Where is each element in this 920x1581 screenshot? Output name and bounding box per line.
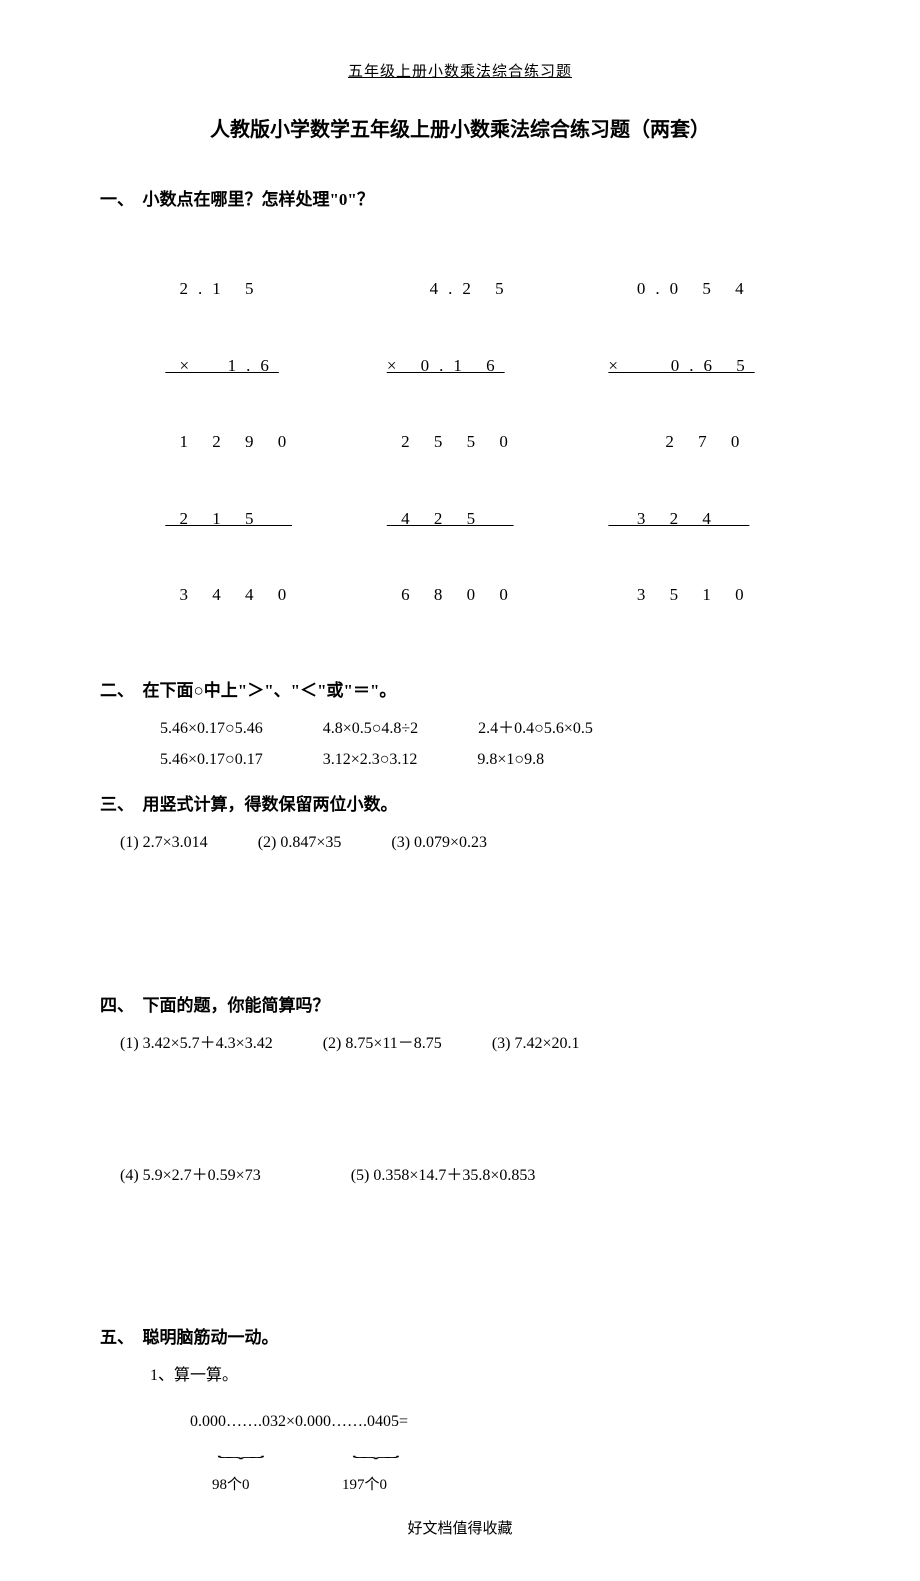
vertical-calc-row: 2.1 5 × 1.6 1 2 9 0 2 1 5 3 4 4 0 4.2 5 … <box>120 225 800 659</box>
calc-line: 3 5 1 0 <box>608 582 754 608</box>
calc-line: 3 4 4 0 <box>165 582 296 608</box>
problem-row-4a: (1) 3.42×5.7＋4.3×3.42 (2) 8.75×11－8.75 (… <box>120 1031 820 1057</box>
vertical-calc-1: 2.1 5 × 1.6 1 2 9 0 2 1 5 3 4 4 0 <box>165 225 296 659</box>
calc-expression: 0.000…….032×0.000…….0405= <box>190 1409 820 1435</box>
calc-line: 0.0 5 4 <box>608 276 754 302</box>
compare-row-2: 5.46×0.17○0.17 3.12×2.3○3.12 9.8×1○9.8 <box>160 747 820 773</box>
brace-label-row: 98个0 197个0 <box>190 1473 820 1497</box>
problem-row-3: (1) 2.7×3.014 (2) 0.847×35 (3) 0.079×0.2… <box>120 830 820 856</box>
calc-line: 4 2 5 <box>387 506 518 532</box>
running-header: 五年级上册小数乘法综合练习题 <box>100 60 820 84</box>
compare-item: 2.4＋0.4○5.6×0.5 <box>478 716 593 742</box>
compare-row-1: 5.46×0.17○5.46 4.8×0.5○4.8÷2 2.4＋0.4○5.6… <box>160 716 820 742</box>
footer-text: 好文档值得收藏 <box>100 1517 820 1541</box>
section-4-heading: 四、 下面的题，你能简算吗？ <box>100 992 820 1019</box>
section-5-heading: 五、 聪明脑筋动一动。 <box>100 1324 820 1351</box>
calc-line: 3 2 4 <box>608 506 754 532</box>
main-title: 人教版小学数学五年级上册小数乘法综合练习题（两套） <box>100 114 820 146</box>
calc-line: 4.2 5 <box>387 276 518 302</box>
problem-item: (3) 0.079×0.23 <box>391 830 487 856</box>
brace-label-1: 98个0 <box>212 1473 250 1497</box>
compare-item: 9.8×1○9.8 <box>477 747 544 773</box>
section-3-heading: 三、 用竖式计算，得数保留两位小数。 <box>100 791 820 818</box>
calc-line: 2.1 5 <box>165 276 296 302</box>
workspace-gap <box>100 864 820 974</box>
calc-line: 6 8 0 0 <box>387 582 518 608</box>
vertical-calc-2: 4.2 5 × 0.1 6 2 5 5 0 4 2 5 6 8 0 0 <box>387 225 518 659</box>
problem-item: (5) 0.358×14.7＋35.8×0.853 <box>351 1163 536 1189</box>
problem-item: (1) 2.7×3.014 <box>120 830 208 856</box>
brace-icon: ︸ <box>217 1452 265 1473</box>
calc-line: 1 2 9 0 <box>165 429 296 455</box>
problem-item: (2) 0.847×35 <box>258 830 342 856</box>
calc-line: × 0.6 5 <box>608 353 754 379</box>
problem-item: (1) 3.42×5.7＋4.3×3.42 <box>120 1031 273 1057</box>
problem-item: (2) 8.75×11－8.75 <box>323 1031 442 1057</box>
problem-item: (3) 7.42×20.1 <box>492 1031 580 1057</box>
brace-row: ︸ ︸ <box>190 1445 820 1465</box>
calc-line: 2 7 0 <box>608 429 754 455</box>
compare-item: 4.8×0.5○4.8÷2 <box>323 716 418 742</box>
section-2-heading: 二、 在下面○中上"＞"、"＜"或"＝"。 <box>100 677 820 704</box>
compare-item: 5.46×0.17○5.46 <box>160 716 263 742</box>
problem-row-4b: (4) 5.9×2.7＋0.59×73 (5) 0.358×14.7＋35.8×… <box>120 1163 820 1189</box>
calc-line: 2 1 5 <box>165 506 296 532</box>
calc-line: × 0.1 6 <box>387 353 518 379</box>
workspace-gap <box>100 1065 820 1155</box>
compare-item: 3.12×2.3○3.12 <box>323 747 418 773</box>
calc-line: 2 5 5 0 <box>387 429 518 455</box>
workspace-gap <box>100 1196 820 1306</box>
vertical-calc-3: 0.0 5 4 × 0.6 5 2 7 0 3 2 4 3 5 1 0 <box>608 225 754 659</box>
brace-icon: ︸ <box>352 1452 400 1473</box>
problem-item: (4) 5.9×2.7＋0.59×73 <box>120 1163 261 1189</box>
compare-item: 5.46×0.17○0.17 <box>160 747 263 773</box>
calc-line: × 1.6 <box>165 353 296 379</box>
sub-item-5-1: 1、算一算。 <box>150 1363 820 1389</box>
section-1-heading: 一、 小数点在哪里？怎样处理"0"？ <box>100 186 820 213</box>
brace-label-2: 197个0 <box>342 1473 387 1497</box>
